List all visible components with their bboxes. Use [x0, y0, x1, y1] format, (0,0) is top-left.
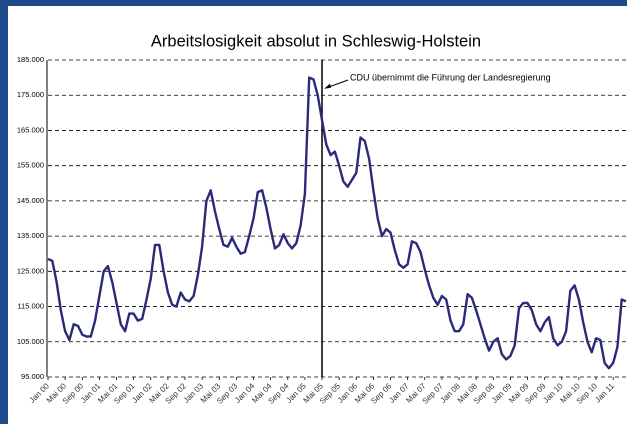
chart-title: Arbeitslosigkeit absolut in Schleswig-Ho…	[151, 32, 481, 50]
y-tick-label: 185.000	[17, 55, 44, 64]
y-tick-label: 115.000	[17, 302, 44, 311]
y-tick-label: 95.000	[21, 372, 44, 381]
annotation-text: CDU übernimmt die Führung der Landesregi…	[350, 72, 551, 82]
chart-panel	[8, 6, 627, 424]
annotation-arrowhead	[324, 83, 332, 89]
y-tick-label: 175.000	[17, 90, 44, 99]
data-line	[47, 76, 627, 370]
y-tick-label: 145.000	[17, 196, 44, 205]
y-tick-label: 165.000	[17, 125, 44, 134]
y-tick-label: 155.000	[17, 161, 44, 170]
y-tick-label: 135.000	[17, 231, 44, 240]
y-tick-label: 105.000	[17, 337, 44, 346]
y-tick-label: 125.000	[17, 266, 44, 275]
